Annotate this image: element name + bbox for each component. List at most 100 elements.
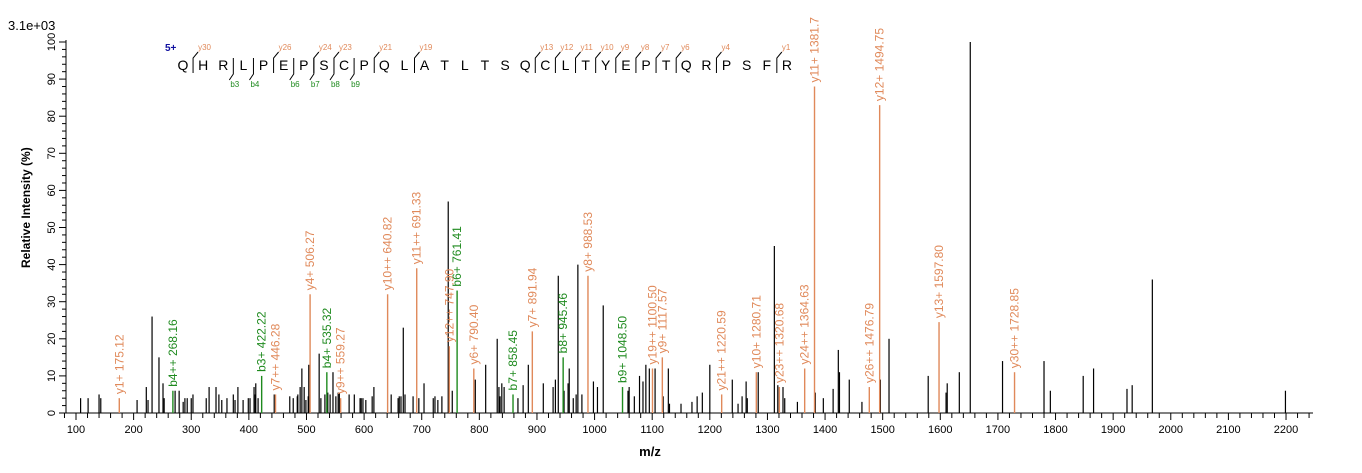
sequence-residue: Q xyxy=(379,57,390,73)
x-tick-label: 2000 xyxy=(1159,424,1183,436)
y-tick-label: 70 xyxy=(46,147,58,159)
y-ion-label: y4+ 506.27 xyxy=(303,230,317,290)
y-ion-label: y24++ 1364.63 xyxy=(798,284,812,364)
y-tick-label: 50 xyxy=(46,221,58,233)
y-tick-label: 80 xyxy=(46,110,58,122)
x-tick-label: 1000 xyxy=(582,424,606,436)
y-ion-label: y10+ 1280.71 xyxy=(749,295,763,368)
b-fragment-label: b9 xyxy=(351,80,360,89)
y-fragment-label: y1 xyxy=(782,43,791,52)
y-tick-label: 60 xyxy=(46,184,58,196)
x-tick-label: 2200 xyxy=(1274,424,1298,436)
x-tick-label: 800 xyxy=(470,424,488,436)
y-fragment-marker xyxy=(595,51,602,73)
b-fragment-marker xyxy=(329,58,335,81)
y-fragment-label: y23 xyxy=(339,43,352,52)
b-fragment-label: b6 xyxy=(291,80,300,89)
sequence-residue: P xyxy=(641,57,650,73)
x-tick-label: 700 xyxy=(413,424,431,436)
b-fragment-marker xyxy=(309,58,315,81)
y-ion-label: y11+ 1381.7 xyxy=(808,17,822,83)
y-fragment-label: y10 xyxy=(601,43,614,52)
y-fragment-marker xyxy=(554,51,561,73)
sequence-residue: E xyxy=(621,57,630,73)
y-ion-label: y23++ 1320.68 xyxy=(772,303,786,383)
sequence-residue: Q xyxy=(681,57,692,73)
y-fragment-label: y4 xyxy=(721,43,730,52)
sequence-residue: L xyxy=(461,57,469,73)
y-fragment-marker xyxy=(655,51,662,73)
y-ion-label: y12++ 747.90 xyxy=(442,268,456,342)
y-ion-label: y10++ 640.82 xyxy=(381,217,395,291)
x-tick-label: 1400 xyxy=(813,424,837,436)
b-fragment-label: b3 xyxy=(230,80,239,89)
sequence-residue: L xyxy=(401,57,409,73)
sequence-residue: T xyxy=(440,57,449,73)
y-ion-label: y9+ 1117.57 xyxy=(655,288,669,353)
y-fragment-marker xyxy=(373,51,380,73)
axes: 0 10 20 30 40 50 60 70 80 90 100 100 200 300 400 500 600… xyxy=(46,33,1313,436)
x-tick-label: 1500 xyxy=(870,424,894,436)
sequence-residue: S xyxy=(500,57,509,73)
y-fragment-marker xyxy=(776,51,783,73)
y-ion-label: y13+ 1597.80 xyxy=(932,245,946,318)
y-fragment-label: y19 xyxy=(419,43,432,52)
b-fragment-label: b4 xyxy=(250,80,259,89)
x-tick-label: 200 xyxy=(124,424,142,436)
b-fragment-marker xyxy=(289,58,295,81)
sequence-residue: S xyxy=(319,57,328,73)
y-fragment-marker xyxy=(715,51,722,73)
y-tick-label: 100 xyxy=(46,33,58,51)
y-fragment-label: y9 xyxy=(621,43,630,52)
peak-labels: y1+ 175.12 b4++ 268.16 b3+ 422.22 y7++ 446.… xyxy=(112,17,1021,394)
y-ion-label: y6+ 790.40 xyxy=(467,304,481,364)
y-tick-label: 20 xyxy=(46,333,58,345)
y-fragment-label: y21 xyxy=(379,43,392,52)
y-fragment-label: y12 xyxy=(560,43,573,52)
x-tick-label: 900 xyxy=(528,424,546,436)
x-tick-label: 1200 xyxy=(698,424,722,436)
y-ion-label: y7+ 891.94 xyxy=(525,267,539,327)
y-tick-label: 30 xyxy=(46,296,58,308)
y-tick-label: 0 xyxy=(46,410,58,416)
y-axis-title: Relative Intensity (%) xyxy=(19,147,33,268)
x-tick-label: 400 xyxy=(240,424,258,436)
intensity-scale-label: 3.1e+03 xyxy=(8,18,55,33)
sequence-residue: R xyxy=(701,57,711,73)
y-fragment-label: y11 xyxy=(581,43,594,52)
y-fragment-marker xyxy=(313,51,320,73)
x-tick-label: 1600 xyxy=(928,424,952,436)
b-fragment-label: b7 xyxy=(311,80,320,89)
y-fragment-label: y7 xyxy=(661,43,670,52)
b-ion-label: b6+ 761.41 xyxy=(450,226,464,287)
b-ion-label: b7+ 858.45 xyxy=(506,330,520,391)
sequence-residue: L xyxy=(562,57,570,73)
b-ion-label: b4+ 535.32 xyxy=(320,307,334,368)
b-ion-label: b3+ 422.22 xyxy=(255,311,269,372)
sequence-residue: S xyxy=(742,57,751,73)
sequence-residue: P xyxy=(359,57,368,73)
y-fragment-label: y26 xyxy=(279,43,292,52)
y-ion-label: y1+ 175.12 xyxy=(112,334,126,394)
sequence-residue: T xyxy=(481,57,490,73)
y-fragment-label: y6 xyxy=(681,43,690,52)
y-fragment-marker xyxy=(273,51,279,73)
y-fragment-marker xyxy=(635,51,642,73)
sequence-residue: R xyxy=(782,57,792,73)
b-ion-label: b8+ 945.46 xyxy=(556,293,570,354)
x-tick-label: 1900 xyxy=(1101,424,1125,436)
x-tick-label: 1800 xyxy=(1043,424,1067,436)
y-fragment-marker xyxy=(575,51,581,73)
sequence-residue: P xyxy=(259,57,268,73)
sequence-residue: R xyxy=(218,57,228,73)
b-fragment-marker xyxy=(349,58,355,81)
y-fragment-label: y13 xyxy=(540,43,553,52)
sequence-residue: P xyxy=(299,57,308,73)
y-ion-label: y11++ 691.33 xyxy=(410,191,424,264)
y-fragment-marker xyxy=(615,51,622,73)
y-ion-label: y30++ 1728.85 xyxy=(1008,288,1022,368)
x-tick-label: 500 xyxy=(297,424,315,436)
sequence-residue: L xyxy=(239,57,247,73)
x-tick-label: 300 xyxy=(182,424,200,436)
